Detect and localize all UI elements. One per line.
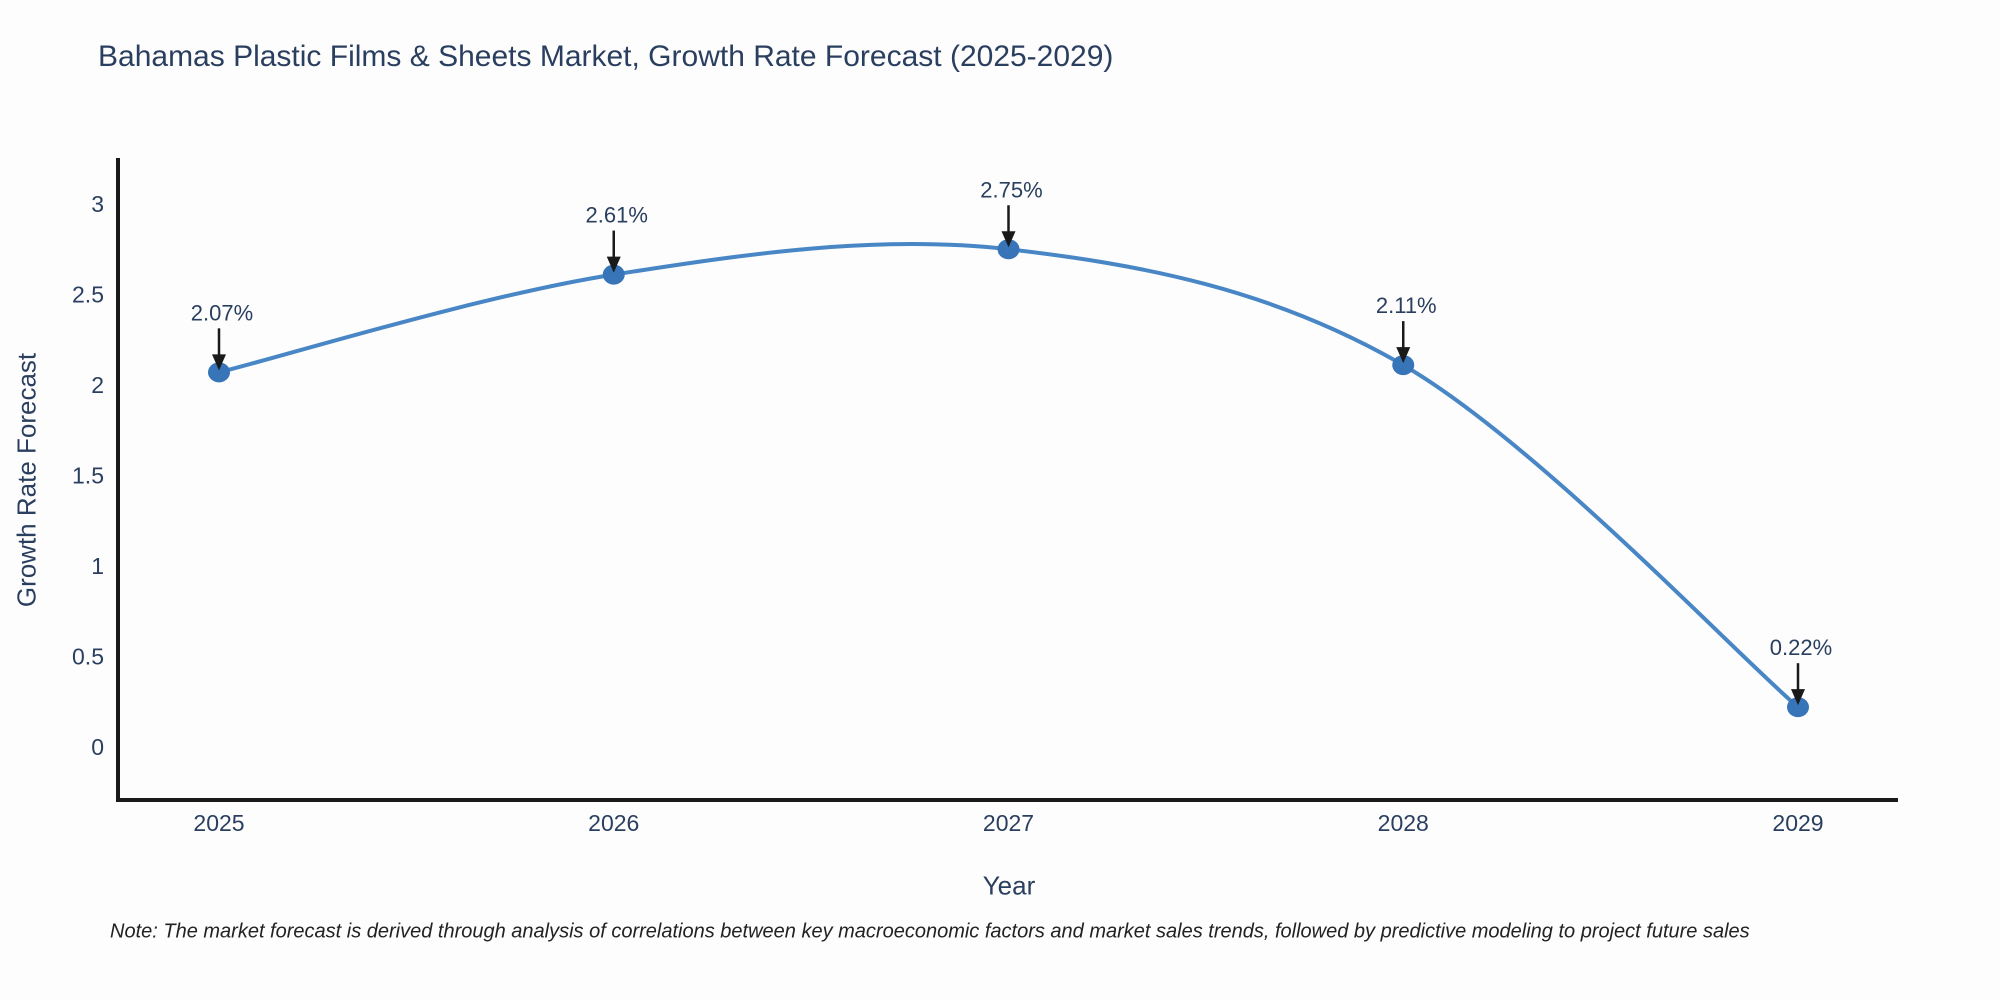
annotation-value-label: 2.75% — [980, 177, 1042, 202]
annotation-value-label: 2.11% — [1376, 293, 1437, 318]
x-tick-label: 2027 — [983, 810, 1034, 836]
y-tick-label: 1.5 — [72, 463, 104, 489]
data-point-marker[interactable] — [1787, 697, 1809, 718]
series-layer — [208, 239, 1809, 718]
data-point-marker[interactable] — [208, 362, 230, 383]
point-annotation: 2.61% — [586, 203, 648, 273]
trend-line — [217, 241, 1800, 710]
annotation-arrowhead-icon — [1001, 231, 1016, 248]
ticks-layer: 0 0.5 1 1.5 2 2.5 3 2025 2026 2027 2028 2029 — [72, 191, 1824, 836]
annotation-value-label: 0.22% — [1770, 635, 1832, 660]
data-point-marker[interactable] — [602, 264, 625, 285]
axes-layer — [116, 158, 1898, 802]
x-tick-label: 2026 — [588, 810, 639, 836]
annotation-arrowhead-icon — [1396, 347, 1411, 364]
y-tick-label: 2.5 — [72, 282, 104, 308]
data-point-marker[interactable] — [1392, 355, 1415, 376]
annotations-layer: 2.07% 2.61% 2.75% 2.11% 0.22% — [191, 177, 1832, 706]
x-tick-label: 2029 — [1772, 810, 1823, 836]
y-tick-label: 3 — [91, 191, 104, 217]
y-tick-label: 0.5 — [72, 644, 104, 670]
chart-note: Note: The market forecast is derived thr… — [110, 920, 1750, 943]
annotation-value-label: 2.07% — [191, 300, 253, 325]
data-point-marker[interactable] — [997, 239, 1020, 260]
point-annotation: 2.07% — [191, 300, 253, 371]
annotation-arrowhead-icon — [606, 256, 621, 273]
y-tick-label: 2 — [91, 372, 104, 398]
x-tick-label: 2028 — [1378, 810, 1429, 836]
y-tick-label: 0 — [91, 734, 104, 760]
point-annotation: 2.11% — [1376, 293, 1437, 364]
annotation-arrowhead-icon — [1791, 689, 1805, 706]
annotation-value-label: 2.61% — [586, 203, 648, 228]
chart-title: Bahamas Plastic Films & Sheets Market, G… — [98, 40, 1114, 73]
point-annotation: 0.22% — [1770, 635, 1832, 706]
point-annotation: 2.75% — [980, 177, 1043, 248]
annotation-arrowhead-icon — [212, 354, 226, 371]
x-axis-title: Year — [982, 870, 1036, 901]
y-tick-label: 1 — [91, 553, 104, 579]
x-tick-label: 2025 — [193, 810, 244, 836]
